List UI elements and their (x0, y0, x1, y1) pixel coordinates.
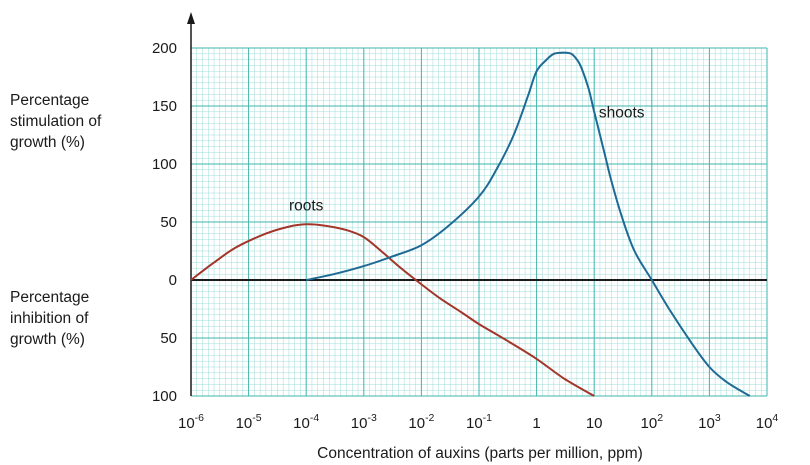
x-tick-label: 10-3 (351, 412, 377, 432)
y-axis-label-stimulation: Percentage stimulation of growth (%) (10, 92, 102, 151)
y-tick-label: 50 (160, 214, 177, 231)
x-tick-label: 10-2 (408, 412, 434, 432)
x-tick-label: 10-6 (178, 412, 204, 432)
y-tick-label: 200 (152, 40, 177, 57)
series-label-roots: roots (289, 197, 324, 214)
series-line-roots (190, 223, 595, 397)
series-lines (190, 51, 751, 397)
x-tick-label: 103 (698, 412, 721, 432)
x-axis-label: Concentration of auxins (parts per milli… (317, 445, 643, 462)
x-tick-label: 102 (641, 412, 664, 432)
x-tick-label: 1 (532, 415, 540, 432)
y-tick-label: 0 (169, 272, 177, 289)
major-gridlines (190, 47, 768, 397)
series-labels: roots shoots (289, 105, 645, 215)
y-tick-label: 100 (152, 388, 177, 405)
y-tick-label: 150 (152, 98, 177, 115)
x-tick-label: 10-5 (236, 412, 262, 432)
y-tick-label: 100 (152, 156, 177, 173)
x-tick-label: 104 (756, 412, 779, 432)
y-axis-arrow (187, 12, 195, 24)
series-line-shoots (305, 51, 751, 397)
x-tick-labels: 10-6 10-5 10-4 10-3 10-2 10-1 1 10 102 103 104 (178, 412, 778, 432)
x-tick-label: 10 (586, 415, 603, 432)
y-tick-labels: 200 150 100 50 0 50 100 (152, 40, 177, 405)
y-axis-label-inhibition: Percentage inhibition of growth (%) (10, 289, 90, 348)
series-label-shoots: shoots (599, 105, 645, 122)
x-tick-label: 10-4 (293, 412, 319, 432)
x-tick-label: 10-1 (466, 412, 492, 432)
y-tick-label: 50 (160, 330, 177, 347)
